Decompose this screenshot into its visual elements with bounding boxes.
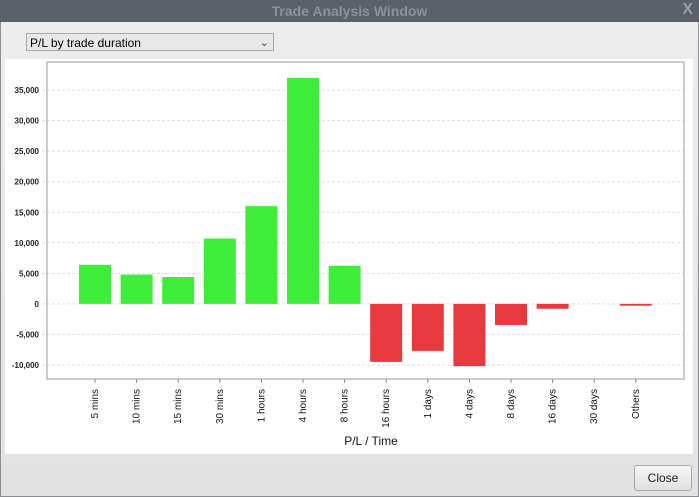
y-tick-label: 15,000 xyxy=(15,208,40,217)
y-tick-label: -5,000 xyxy=(16,330,39,339)
plot-border xyxy=(46,61,685,380)
x-tick-label: 5 mins xyxy=(90,389,101,418)
chart-type-dropdown[interactable]: P/L by trade duration ⌄ xyxy=(26,33,274,51)
close-icon[interactable]: X xyxy=(682,1,693,18)
chart-panel: -10,000 -5,000 0 5,000 10,000 15,000 20,000 25,… xyxy=(5,59,693,454)
x-tick-label: 4 days xyxy=(464,389,475,418)
y-tick-label: 25,000 xyxy=(15,147,40,156)
bar-1-hours xyxy=(245,206,278,304)
bar-16-hours xyxy=(370,303,403,362)
bar-1-days xyxy=(411,303,444,351)
x-tick-label: 16 hours xyxy=(381,389,392,428)
x-tick-label: 16 days xyxy=(548,389,559,424)
bar-15-mins xyxy=(162,276,195,304)
window-title: Trade Analysis Window xyxy=(271,3,428,19)
y-tick-label: 10,000 xyxy=(15,239,40,248)
x-tick-label: 15 mins xyxy=(173,389,184,424)
x-tick-label: 30 days xyxy=(589,389,600,424)
bar-5-mins xyxy=(79,264,111,304)
y-tick-label: 0 xyxy=(35,300,40,309)
chevron-down-icon: ⌄ xyxy=(259,37,269,49)
y-tick-label: 30,000 xyxy=(15,117,40,126)
bar-16-days xyxy=(536,303,569,309)
y-tick-label: 20,000 xyxy=(15,178,40,187)
bar-4-days xyxy=(453,303,486,367)
dropdown-value: P/L by trade duration xyxy=(30,36,141,50)
y-tick-label: 5,000 xyxy=(19,269,40,278)
x-tick-label: 4 hours xyxy=(298,389,309,422)
x-tick-label: 1 days xyxy=(423,389,434,418)
y-tick-label: 35,000 xyxy=(15,86,40,95)
bar-4-hours xyxy=(287,77,319,304)
title-bar: Trade Analysis Window X xyxy=(0,0,699,22)
y-tick-label: -10,000 xyxy=(12,361,40,370)
x-tick-label: Others xyxy=(631,389,642,419)
x-tick-label: 8 days xyxy=(506,389,517,418)
bar-30-mins xyxy=(203,238,236,304)
x-tick-label: 8 hours xyxy=(340,389,351,422)
x-tick-label: 1 hours xyxy=(256,389,267,422)
bar-chart: -10,000 -5,000 0 5,000 10,000 15,000 20,000 25,… xyxy=(12,61,685,448)
x-axis-label: P/L / Time xyxy=(344,434,398,448)
x-tick-label: 30 mins xyxy=(215,389,226,424)
bar-Others xyxy=(619,303,652,306)
bar-8-days xyxy=(495,303,527,325)
bar-10-mins xyxy=(120,274,153,304)
bar-8-hours xyxy=(328,265,361,304)
x-tick-label: 10 mins xyxy=(132,389,143,424)
close-button[interactable]: Close xyxy=(634,465,692,491)
